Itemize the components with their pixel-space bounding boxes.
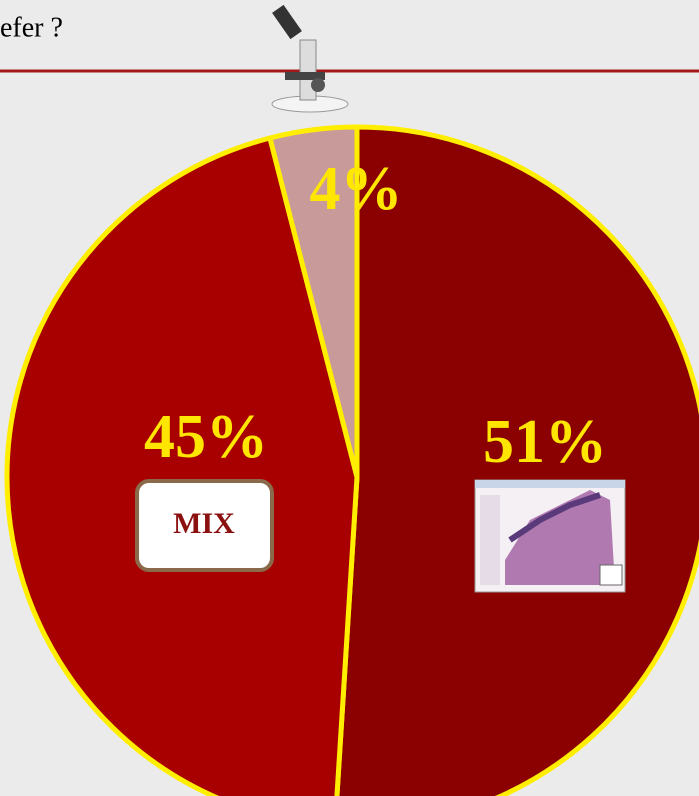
slice-label: 4% [310, 155, 403, 223]
pie-slice [4, 135, 360, 796]
badge-label: MIX [173, 507, 235, 540]
slice-label: 45% [144, 403, 268, 471]
mix-badge: MIX [135, 479, 274, 572]
software-screenshot-icon [474, 479, 626, 593]
chart-title: efer ? [0, 12, 63, 43]
pie-slice [334, 124, 699, 796]
pie-slice [267, 124, 360, 480]
slice-label: 51% [483, 408, 607, 476]
pie [4, 124, 699, 796]
microscope-icon [271, 4, 349, 113]
